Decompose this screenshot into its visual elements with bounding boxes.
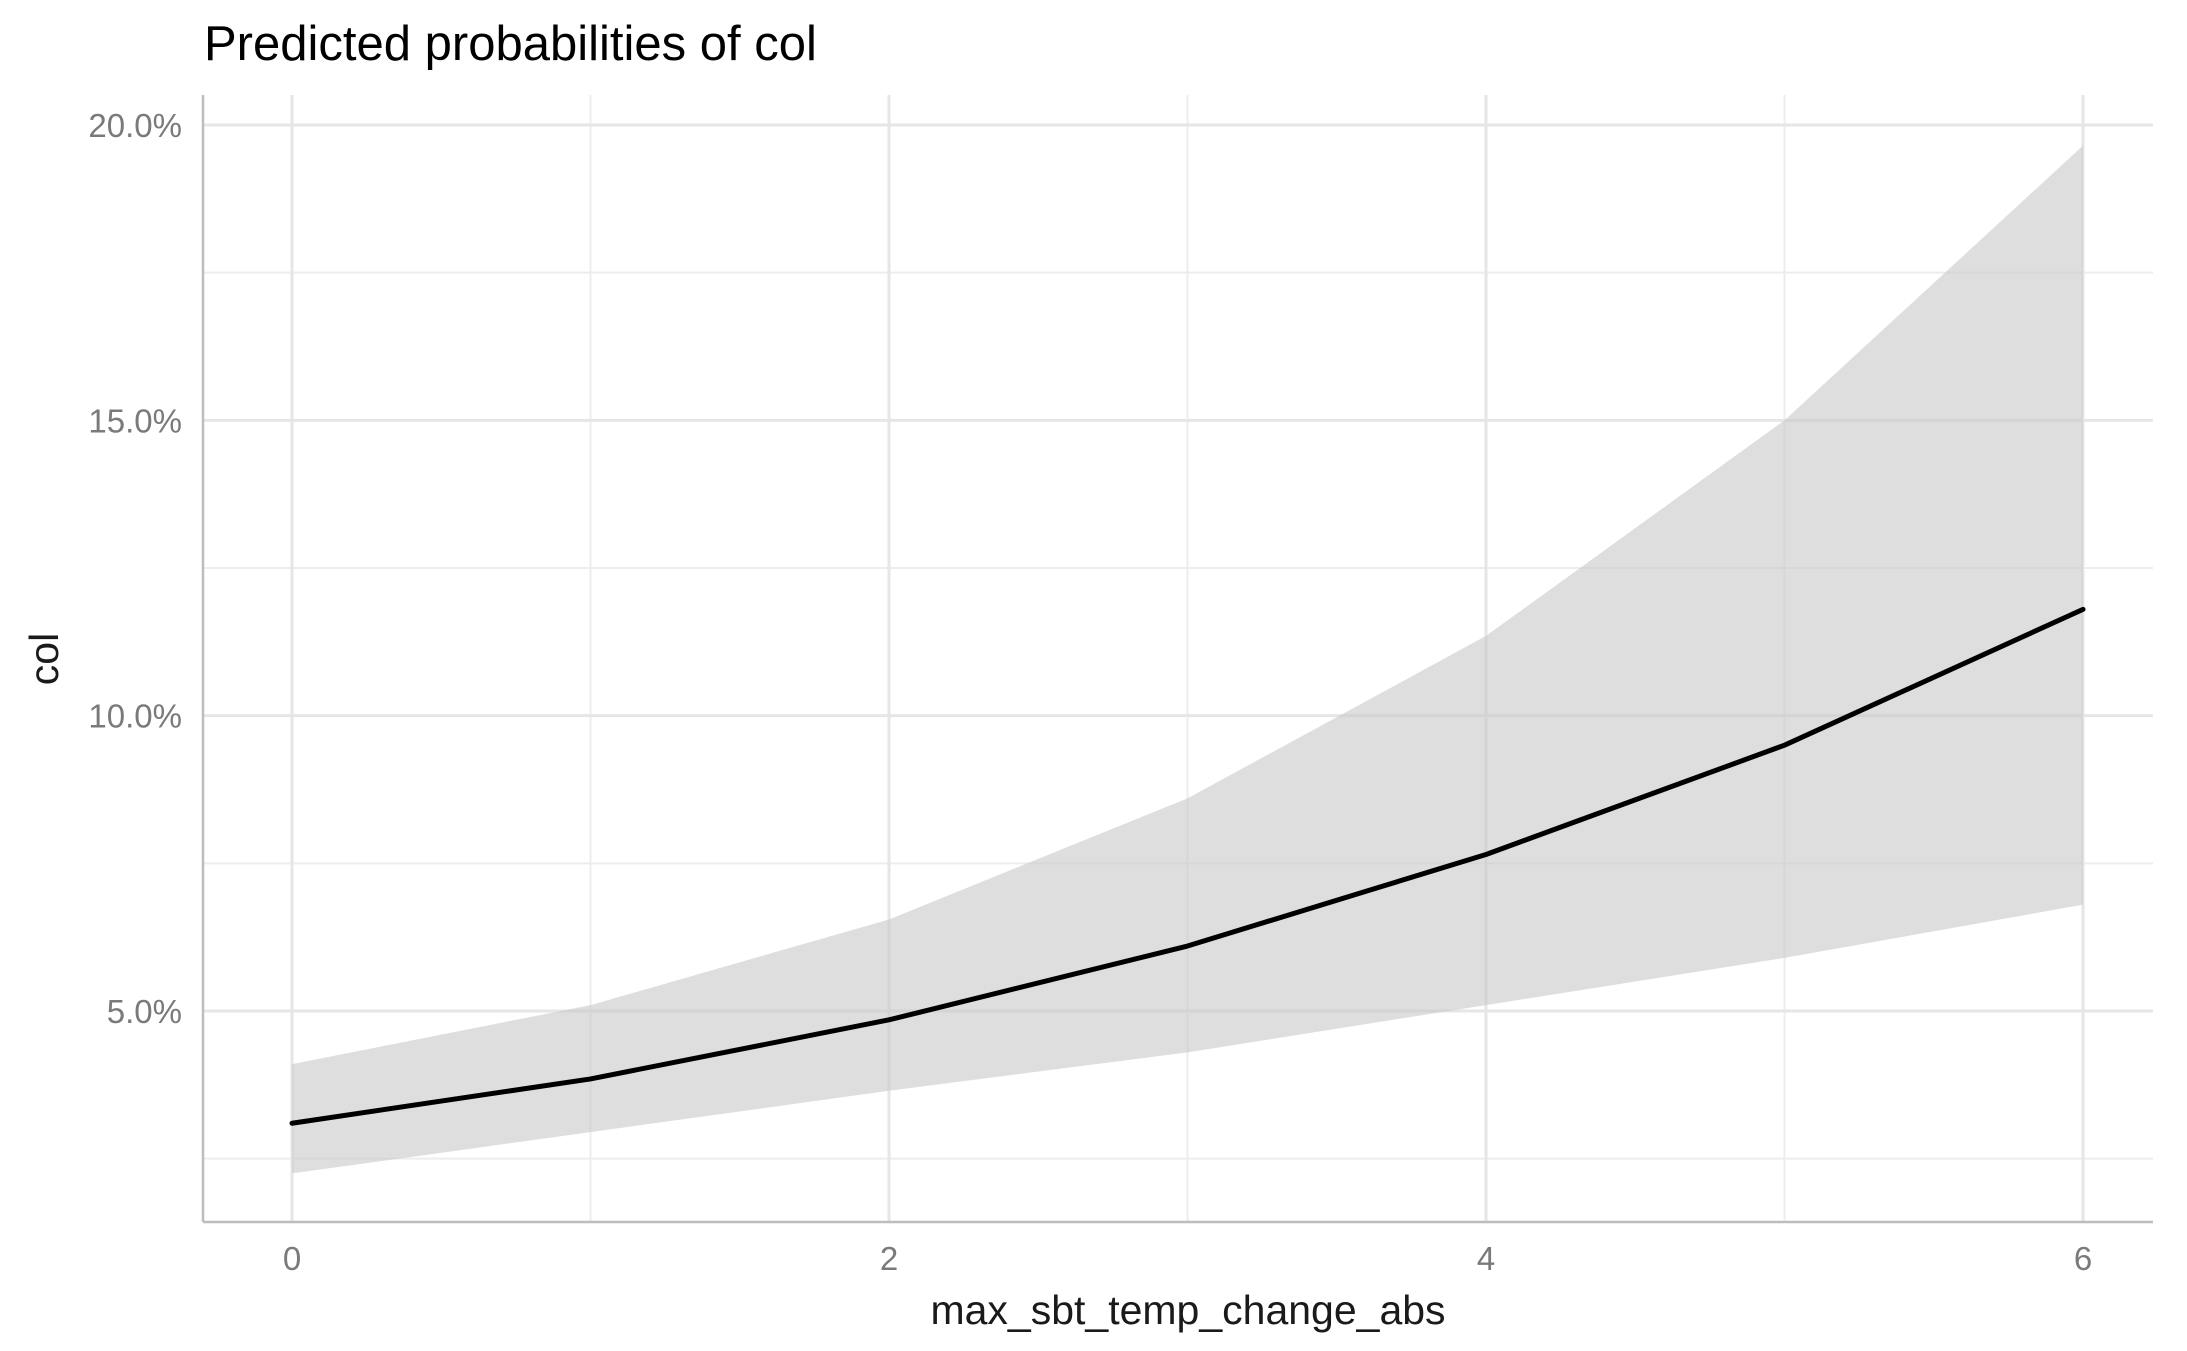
confidence-band <box>292 145 2083 1174</box>
y-tick-label: 15.0% <box>88 402 182 439</box>
y-axis-title: col <box>21 633 67 685</box>
y-axis-tick-labels: 5.0% 10.0% 15.0% 20.0% <box>88 107 182 1030</box>
plot-panel <box>201 95 2153 1224</box>
chart-title: Predicted probabilities of col <box>204 17 817 71</box>
x-tick-label: 2 <box>880 1240 898 1277</box>
x-tick-label: 6 <box>2074 1240 2092 1277</box>
x-tick-label: 0 <box>283 1240 301 1277</box>
confidence-band-layer <box>292 145 2083 1174</box>
series-line-layer <box>289 606 2086 1126</box>
y-tick-label: 5.0% <box>107 993 182 1030</box>
series-line <box>289 606 2086 1126</box>
y-tick-label: 10.0% <box>88 698 182 735</box>
x-tick-label: 4 <box>1477 1240 1495 1277</box>
y-tick-label: 20.0% <box>88 107 182 144</box>
x-axis-tick-labels: 0 2 4 6 <box>283 1240 2092 1277</box>
x-axis-title: max_sbt_temp_change_abs <box>930 1287 1445 1333</box>
